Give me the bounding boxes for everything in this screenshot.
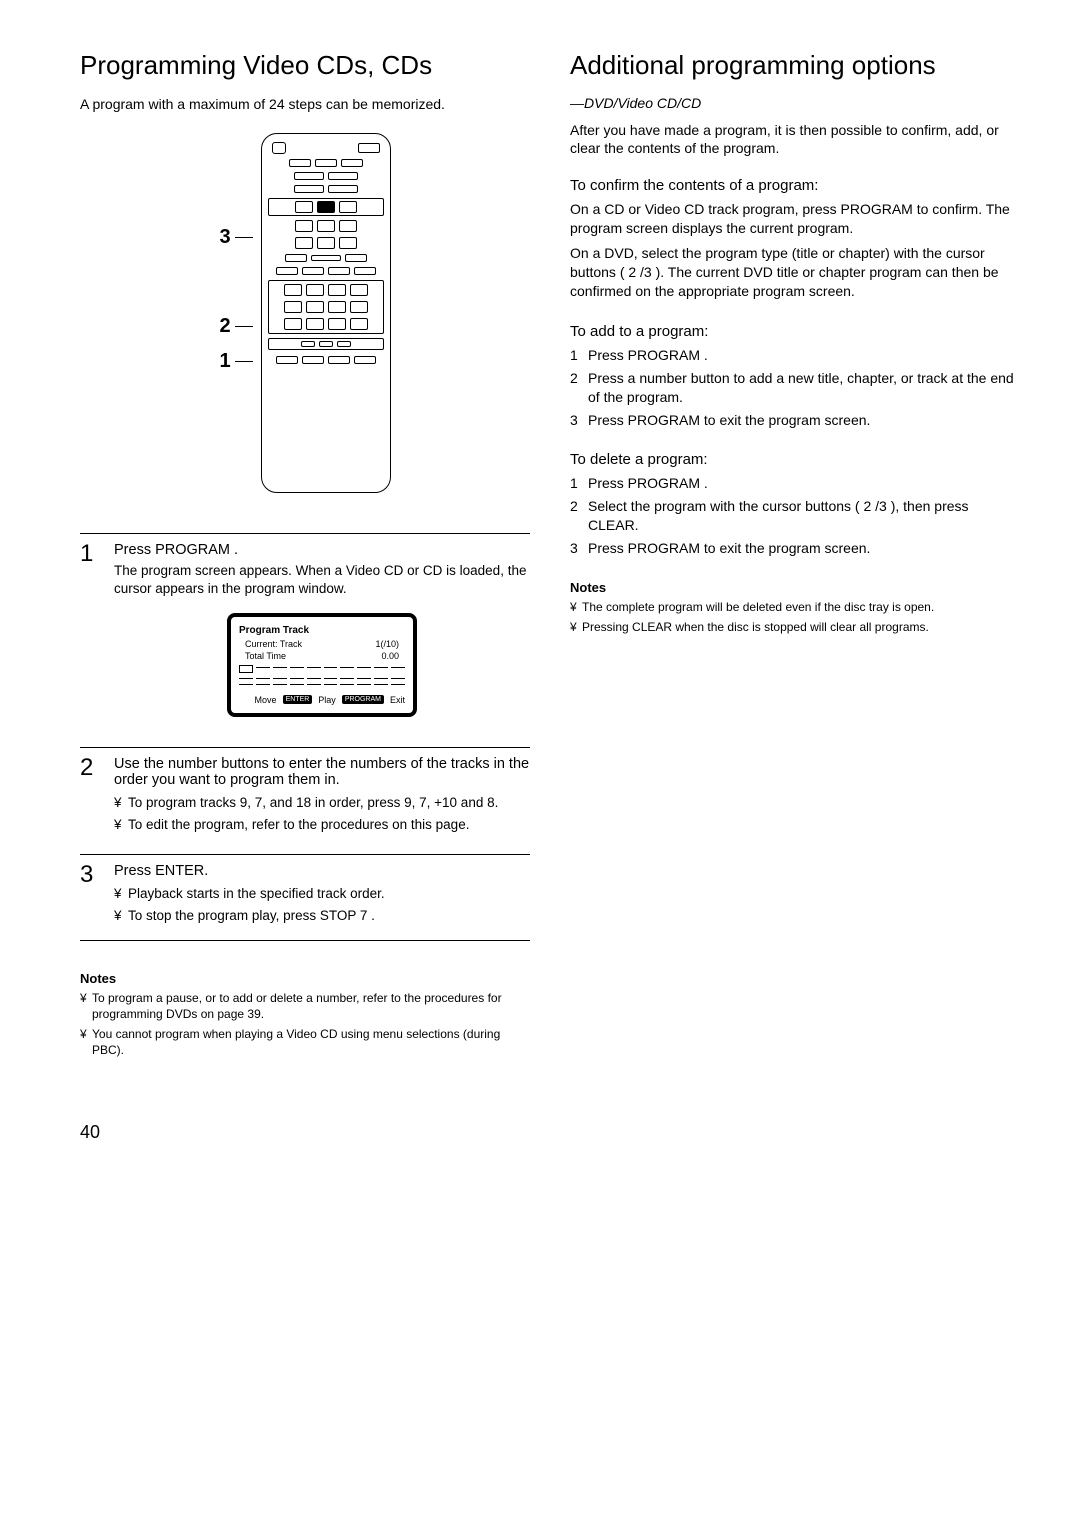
page-content: Programming Video CDs, CDs A program wit… [80,50,1020,1062]
note-item: To program a pause, or to add or delete … [80,990,530,1022]
step-title: Press ENTER. [114,863,530,879]
step-number: 2 [80,756,100,838]
delete-heading: To delete a program: [570,451,1020,468]
right-intro: After you have made a program, it is the… [570,121,1020,157]
left-notes: Notes To program a pause, or to add or d… [80,971,530,1059]
page-number: 40 [80,1122,1020,1143]
left-heading: Programming Video CDs, CDs [80,50,530,81]
left-intro: A program with a maximum of 24 steps can… [80,95,530,113]
notes-heading: Notes [80,971,530,986]
remote-button [358,143,380,153]
remote-callout-3: 3 [219,226,252,249]
right-column: Additional programming options —DVD/Vide… [570,50,1020,1062]
step-title: Use the number buttons to enter the numb… [114,756,530,788]
right-heading: Additional programming options [570,50,1020,81]
remote-callout-1: 1 [219,350,252,373]
program-chip: PROGRAM [342,695,384,704]
program-track-screen: Program Track Current: Track 1(/10) Tota… [227,613,417,717]
right-subtitle: —DVD/Video CD/CD [570,95,1020,111]
remote-highlight-2 [268,280,384,334]
note-item: Pressing CLEAR when the disc is stopped … [570,619,1020,635]
confirm-section: To confirm the contents of a program: On… [570,177,1020,300]
step-3: 3 Press ENTER. Playback starts in the sp… [80,854,530,940]
step-bullet: To program tracks 9, 7, and 18 in order,… [114,794,530,812]
step-desc: The program screen appears. When a Video… [114,562,530,598]
delete-item: Press PROGRAM to exit the program screen… [570,539,1020,558]
remote-highlight-1 [268,338,384,350]
remote-diagram: 3 2 1 [80,133,530,493]
left-column: Programming Video CDs, CDs A program wit… [80,50,530,1062]
note-item: The complete program will be deleted eve… [570,599,1020,615]
ps-current-value: 1(/10) [375,639,399,649]
ps-title: Program Track [239,625,405,636]
step-number: 3 [80,863,100,929]
confirm-p2: On a DVD, select the program type (title… [570,244,1020,301]
step-number: 1 [80,542,100,730]
ps-play: Play [318,695,336,705]
ps-current-label: Current: Track [245,639,302,649]
add-heading: To add to a program: [570,323,1020,340]
add-item: Press a number button to add a new title… [570,369,1020,407]
add-section: To add to a program: Press PROGRAM . Pre… [570,323,1020,430]
add-item: Press PROGRAM . [570,346,1020,365]
right-notes: Notes The complete program will be delet… [570,580,1020,635]
remote-callout-2: 2 [219,315,252,338]
confirm-heading: To confirm the contents of a program: [570,177,1020,194]
delete-item: Select the program with the cursor butto… [570,497,1020,535]
ps-exit: Exit [390,695,405,705]
step-bullet: To edit the program, refer to the proced… [114,816,530,834]
ps-time-label: Total Time [245,651,286,661]
ps-time-value: 0.00 [381,651,399,661]
remote-body [261,133,391,493]
delete-item: Press PROGRAM . [570,474,1020,493]
notes-heading: Notes [570,580,1020,595]
step-title: Press PROGRAM . [114,542,530,558]
remote-highlight-3 [268,198,384,216]
step-2: 2 Use the number buttons to enter the nu… [80,747,530,838]
enter-chip: ENTER [283,695,313,704]
power-icon [272,142,286,154]
step-1: 1 Press PROGRAM . The program screen app… [80,533,530,730]
note-item: You cannot program when playing a Video … [80,1026,530,1058]
add-item: Press PROGRAM to exit the program screen… [570,411,1020,430]
delete-section: To delete a program: Press PROGRAM . Sel… [570,451,1020,558]
step-bullet: Playback starts in the specified track o… [114,885,530,903]
ps-move: Move [255,695,277,705]
step-bullet: To stop the program play, press STOP 7 . [114,907,530,925]
confirm-p1: On a CD or Video CD track program, press… [570,200,1020,238]
